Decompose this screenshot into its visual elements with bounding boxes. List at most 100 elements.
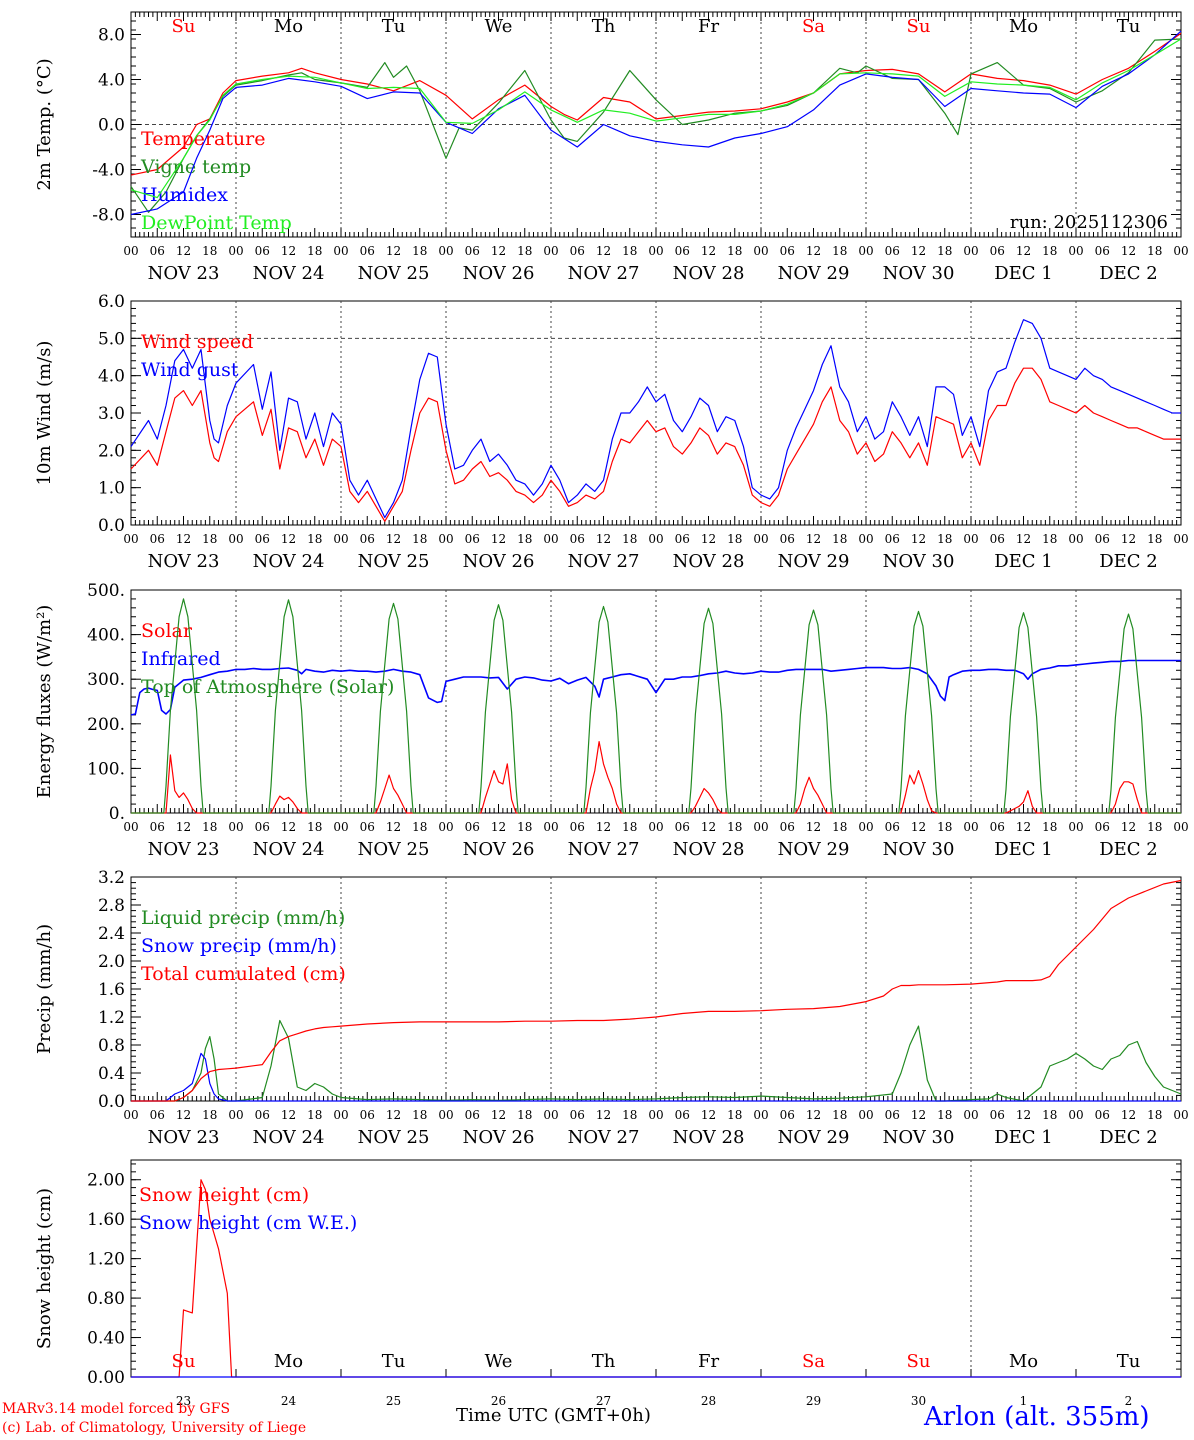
date-label: NOV 30 bbox=[883, 263, 955, 284]
hour-tick-label: 12 bbox=[386, 820, 401, 834]
date-label: NOV 30 bbox=[883, 1127, 955, 1148]
hour-tick-label: 00 bbox=[858, 1108, 873, 1122]
hour-tick-label: 00 bbox=[438, 1108, 453, 1122]
series-line-vigne-temp bbox=[130, 38, 1182, 213]
hour-tick-label: 00 bbox=[333, 244, 348, 258]
x-axis-title: Time UTC (GMT+0h) bbox=[456, 1405, 651, 1426]
hour-tick-label: 18 bbox=[1042, 532, 1057, 546]
hour-tick-label: 00 bbox=[1173, 820, 1188, 834]
hour-tick-label: 06 bbox=[255, 532, 270, 546]
hour-tick-label: 12 bbox=[1016, 244, 1031, 258]
date-label: NOV 29 bbox=[778, 1127, 850, 1148]
y-tick-label: 400. bbox=[87, 626, 125, 646]
date-label: NOV 28 bbox=[673, 1127, 745, 1148]
y-tick-label: 8.0 bbox=[98, 26, 125, 46]
panel-1: 00 06 12 18 NOV 23 00 06 12 18 NOV 24 00 06 12 18 NOV … bbox=[34, 11, 1189, 284]
date-label: NOV 25 bbox=[358, 263, 430, 284]
hour-tick-label: 06 bbox=[360, 532, 375, 546]
hour-tick-label: 18 bbox=[832, 1108, 847, 1122]
date-label: NOV 27 bbox=[568, 551, 640, 572]
date-label: NOV 25 bbox=[358, 1127, 430, 1148]
hour-tick-label: 12 bbox=[806, 820, 821, 834]
hour-tick-label: 18 bbox=[937, 820, 952, 834]
hour-tick-label: 06 bbox=[150, 1108, 165, 1122]
weekday-label: Sa bbox=[802, 16, 825, 37]
hour-tick-label: 00 bbox=[228, 532, 243, 546]
hour-tick-label: 12 bbox=[911, 244, 926, 258]
y-tick-label: 1.20 bbox=[87, 1250, 125, 1270]
date-label: NOV 28 bbox=[673, 551, 745, 572]
date-label: NOV 26 bbox=[463, 839, 535, 860]
hour-tick-label: 06 bbox=[675, 532, 690, 546]
hour-tick-label: 06 bbox=[675, 1108, 690, 1122]
hour-tick-label: 12 bbox=[596, 820, 611, 834]
y-tick-label: 0.0 bbox=[98, 1092, 125, 1112]
series-line-snow-precip-mm-h- bbox=[131, 1052, 1181, 1102]
hour-tick-label: 00 bbox=[543, 532, 558, 546]
hour-tick-label: 18 bbox=[202, 820, 217, 834]
weekday-label: Su bbox=[907, 1351, 931, 1372]
weekday-label: Su bbox=[172, 1351, 196, 1372]
hour-tick-label: 18 bbox=[307, 1108, 322, 1122]
hour-tick-label: 12 bbox=[911, 532, 926, 546]
y-tick-label: 4.0 bbox=[98, 71, 125, 91]
series-line-dewpoint-temp bbox=[130, 38, 1182, 199]
hour-tick-label: 06 bbox=[780, 244, 795, 258]
hour-tick-label: 12 bbox=[1121, 820, 1136, 834]
hour-tick-label: 06 bbox=[990, 532, 1005, 546]
y-axis-label: Precip (mm/h) bbox=[34, 924, 55, 1054]
weekday-label: Mo bbox=[1009, 1351, 1038, 1372]
date-label: NOV 27 bbox=[568, 263, 640, 284]
date-label: DEC 2 bbox=[1099, 839, 1158, 860]
legend-entry: Solar bbox=[141, 620, 193, 642]
hour-tick-label: 00 bbox=[858, 532, 873, 546]
hour-tick-label: 00 bbox=[753, 820, 768, 834]
weekday-label: We bbox=[485, 1351, 513, 1372]
hour-tick-label: 06 bbox=[780, 820, 795, 834]
y-tick-label: 2.0 bbox=[98, 441, 125, 461]
day-number-label: 26 bbox=[491, 1394, 506, 1408]
hour-tick-label: 00 bbox=[1173, 1108, 1188, 1122]
date-label: NOV 26 bbox=[463, 551, 535, 572]
day-number-label: 2 bbox=[1125, 1394, 1133, 1408]
date-label: NOV 24 bbox=[253, 1127, 325, 1148]
hour-tick-label: 06 bbox=[360, 820, 375, 834]
hour-tick-label: 00 bbox=[648, 820, 663, 834]
hour-tick-label: 06 bbox=[360, 244, 375, 258]
y-axis-label: Snow height (cm) bbox=[34, 1188, 55, 1349]
hour-tick-label: 00 bbox=[648, 1108, 663, 1122]
y-tick-label: -8.0 bbox=[92, 206, 125, 226]
hour-tick-label: 06 bbox=[1095, 532, 1110, 546]
date-label: NOV 23 bbox=[148, 839, 220, 860]
hour-tick-label: 12 bbox=[281, 532, 296, 546]
hour-tick-label: 12 bbox=[701, 532, 716, 546]
series-line-wind-speed bbox=[130, 367, 1181, 522]
weekday-label: Tu bbox=[382, 1351, 406, 1372]
hour-tick-label: 18 bbox=[517, 1108, 532, 1122]
y-tick-label: 0.40 bbox=[87, 1329, 125, 1349]
hour-tick-label: 06 bbox=[990, 820, 1005, 834]
hour-tick-label: 12 bbox=[806, 244, 821, 258]
hour-tick-label: 06 bbox=[990, 244, 1005, 258]
hour-tick-label: 12 bbox=[1121, 244, 1136, 258]
y-tick-label: 2.00 bbox=[87, 1171, 125, 1191]
y-tick-label: 0.00 bbox=[87, 1368, 125, 1388]
hour-tick-label: 12 bbox=[1016, 532, 1031, 546]
y-tick-label: 3.0 bbox=[98, 404, 125, 424]
hour-tick-label: 00 bbox=[753, 1108, 768, 1122]
hour-tick-label: 12 bbox=[491, 532, 506, 546]
date-label: NOV 28 bbox=[673, 263, 745, 284]
date-label: DEC 1 bbox=[994, 263, 1053, 284]
panels-layer: 00 06 12 18 NOV 23 00 06 12 18 NOV 24 00 06 12 18 NOV … bbox=[34, 11, 1189, 1408]
hour-tick-label: 18 bbox=[1042, 244, 1057, 258]
hour-tick-label: 00 bbox=[1068, 820, 1083, 834]
legend-entry: Snow precip (mm/h) bbox=[141, 935, 337, 957]
hour-tick-label: 12 bbox=[911, 1108, 926, 1122]
panel-5: 23 Su 24 Mo 25 Tu 26 We 27 Th 28 Fr 29 Sa 30 Su 1 Mo 2 Tu 2.… bbox=[34, 1159, 1182, 1408]
date-label: DEC 1 bbox=[994, 551, 1053, 572]
hour-tick-label: 12 bbox=[176, 532, 191, 546]
hour-tick-label: 18 bbox=[307, 820, 322, 834]
hour-tick-label: 18 bbox=[622, 1108, 637, 1122]
hour-tick-label: 18 bbox=[1042, 1108, 1057, 1122]
date-label: NOV 24 bbox=[253, 551, 325, 572]
